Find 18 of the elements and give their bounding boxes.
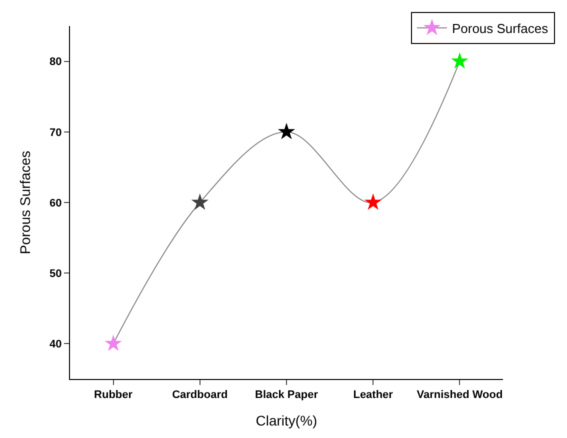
y-tick-label: 40 <box>50 338 62 351</box>
y-tick-label: 80 <box>50 56 62 68</box>
point <box>364 193 382 210</box>
y-tick-label: 60 <box>50 197 62 210</box>
x-tick-label: Varnished Wood <box>416 389 503 402</box>
y-tick-label: 50 <box>50 268 62 280</box>
point <box>278 122 296 140</box>
x-tick-label: Leather <box>353 389 394 402</box>
y-axis-title: Porous Surfaces <box>17 150 34 254</box>
legend-label: Porous Surfaces <box>452 20 549 36</box>
point <box>104 334 122 352</box>
y-tick-label: 70 <box>50 126 62 139</box>
x-tick-label: Cardboard <box>172 389 228 402</box>
point <box>191 193 209 210</box>
x-tick-label: Rubber <box>94 389 134 402</box>
x-axis-title: Clarity(%) <box>256 412 318 428</box>
point <box>451 52 468 69</box>
x-tick-label: Black Paper <box>255 389 319 402</box>
